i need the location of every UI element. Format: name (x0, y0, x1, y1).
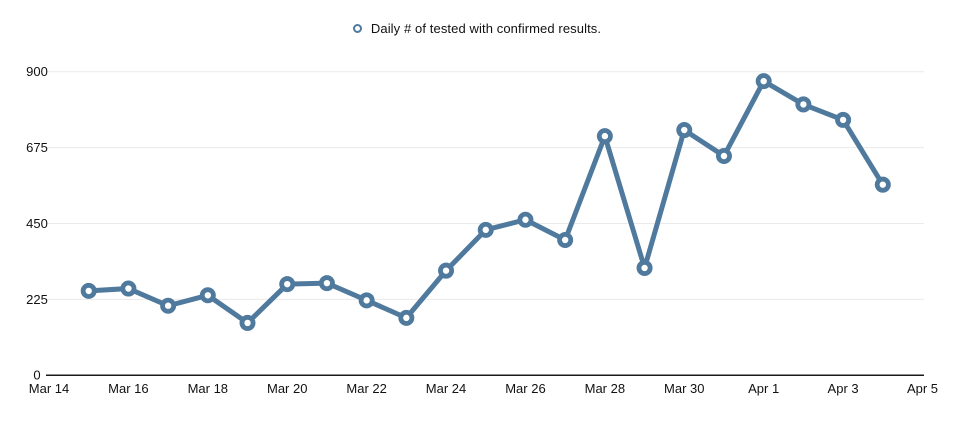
y-axis-label: 450 (26, 216, 48, 231)
data-point-Apr-4[interactable] (874, 176, 891, 193)
x-axis-label: Mar 18 (188, 381, 228, 396)
x-axis-label: Mar 14 (29, 381, 69, 396)
data-point-Apr-2[interactable] (795, 96, 812, 113)
data-point-Mar-30[interactable] (676, 122, 693, 139)
series-line (86, 78, 886, 326)
data-point-Mar-15[interactable] (80, 282, 97, 299)
x-axis-label: Mar 16 (108, 381, 148, 396)
data-point-Mar-23[interactable] (398, 309, 415, 326)
y-axis-label: 900 (26, 64, 48, 79)
data-point-Mar-31[interactable] (715, 148, 732, 165)
data-point-Mar-29[interactable] (636, 259, 653, 276)
x-axis-label: Mar 24 (426, 381, 466, 396)
data-point-Mar-17[interactable] (160, 297, 177, 314)
x-axis-label: Mar 30 (664, 381, 704, 396)
data-point-Mar-28[interactable] (596, 128, 613, 145)
x-axis-label: Mar 22 (346, 381, 386, 396)
data-point-Mar-18[interactable] (199, 287, 216, 304)
data-point-Apr-3[interactable] (835, 111, 852, 128)
legend-marker-icon (352, 24, 362, 33)
data-point-Mar-22[interactable] (358, 292, 375, 309)
y-axis-label: 0 (33, 368, 40, 383)
data-point-Mar-26[interactable] (517, 211, 534, 228)
data-point-Mar-25[interactable] (477, 221, 494, 238)
x-axis-label: Mar 26 (505, 381, 545, 396)
legend-label: Daily # of tested with confirmed results… (370, 21, 602, 36)
x-axis-label: Mar 20 (267, 381, 307, 396)
legend-item[interactable]: Daily # of tested with confirmed results… (0, 21, 954, 36)
x-axis-label: Apr 1 (748, 381, 779, 396)
data-point-Mar-24[interactable] (438, 262, 455, 279)
data-point-Mar-27[interactable] (557, 231, 574, 248)
data-point-Apr-1[interactable] (755, 73, 772, 90)
x-axis-label: Apr 5 (907, 381, 938, 396)
data-point-Mar-20[interactable] (279, 276, 296, 293)
data-point-Mar-21[interactable] (318, 275, 335, 292)
data-point-Mar-19[interactable] (239, 314, 256, 331)
x-axis-label: Mar 28 (585, 381, 625, 396)
data-point-Mar-16[interactable] (120, 280, 137, 297)
y-axis-label: 675 (26, 140, 48, 155)
x-axis-label: Apr 3 (828, 381, 859, 396)
y-axis-label: 225 (26, 292, 48, 307)
